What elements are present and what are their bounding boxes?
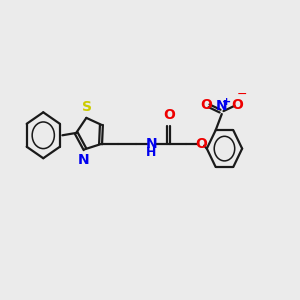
Text: N: N xyxy=(216,100,228,113)
Text: N: N xyxy=(78,153,89,167)
Text: O: O xyxy=(163,108,175,122)
Text: H: H xyxy=(146,146,156,159)
Text: −: − xyxy=(237,88,247,100)
Text: +: + xyxy=(222,97,231,107)
Text: S: S xyxy=(82,100,92,114)
Text: O: O xyxy=(200,98,212,112)
Text: O: O xyxy=(195,137,207,151)
Text: O: O xyxy=(232,98,243,112)
Text: N: N xyxy=(145,137,157,151)
